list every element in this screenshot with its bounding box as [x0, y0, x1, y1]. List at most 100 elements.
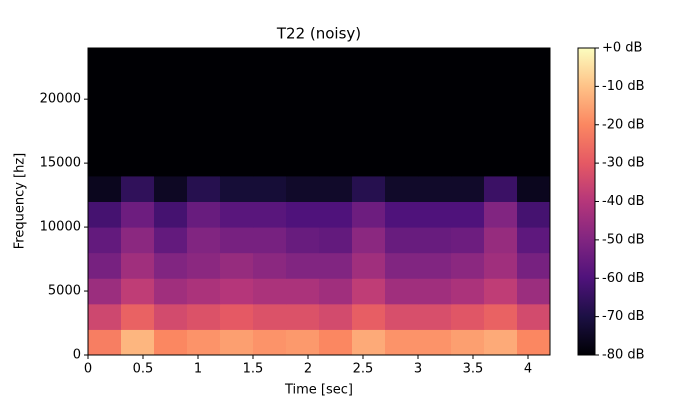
cell	[451, 73, 485, 100]
cell	[253, 150, 287, 177]
cell	[517, 73, 551, 100]
x-axis-label: Time [sec]	[284, 383, 353, 398]
cell	[484, 175, 518, 202]
cell	[121, 99, 155, 126]
cell	[385, 73, 419, 100]
cell	[418, 227, 452, 254]
cell	[451, 175, 485, 202]
cell	[154, 278, 188, 305]
cell	[352, 48, 386, 75]
cell	[88, 99, 122, 126]
cell	[286, 73, 320, 100]
cell	[154, 99, 188, 126]
colorbar-tick-label: -30 dB	[602, 156, 645, 171]
cell	[286, 124, 320, 151]
cell	[517, 150, 551, 177]
cell	[418, 124, 452, 151]
cell	[517, 48, 551, 75]
cell	[121, 124, 155, 151]
cell	[451, 201, 485, 228]
colorbar-tick-label: -40 dB	[602, 194, 645, 209]
cell	[220, 252, 254, 279]
cell	[121, 201, 155, 228]
cell	[220, 329, 254, 356]
cell	[286, 99, 320, 126]
cell	[121, 73, 155, 100]
y-tick-label: 0	[73, 348, 81, 363]
cell	[88, 124, 122, 151]
cell	[253, 252, 287, 279]
cell	[286, 201, 320, 228]
cell	[484, 73, 518, 100]
cell	[418, 150, 452, 177]
colorbar-tick-label: -10 dB	[602, 79, 645, 94]
cell	[220, 99, 254, 126]
cell	[319, 99, 353, 126]
cell	[121, 48, 155, 75]
cell	[451, 329, 485, 356]
cell	[352, 329, 386, 356]
cell	[484, 201, 518, 228]
cell	[352, 150, 386, 177]
cell	[319, 329, 353, 356]
cell	[220, 303, 254, 330]
cell	[253, 201, 287, 228]
cell	[88, 252, 122, 279]
cell	[187, 99, 221, 126]
cell	[451, 278, 485, 305]
colorbar-tick-label: +0 dB	[602, 41, 642, 56]
cell	[187, 48, 221, 75]
x-tick-label: 3	[414, 362, 422, 377]
cell	[319, 201, 353, 228]
y-tick-label: 5000	[48, 284, 81, 299]
cell	[286, 303, 320, 330]
y-tick-label: 10000	[40, 220, 81, 235]
cell	[385, 150, 419, 177]
y-axis-label: Frequency [hz]	[13, 153, 28, 250]
cell	[352, 278, 386, 305]
cell	[154, 329, 188, 356]
cell	[286, 252, 320, 279]
cell	[517, 329, 551, 356]
cell	[220, 48, 254, 75]
cell	[451, 99, 485, 126]
colorbar-tick-label: -70 dB	[602, 309, 645, 324]
cell	[418, 201, 452, 228]
x-tick-label: 0.5	[133, 362, 154, 377]
cell	[352, 99, 386, 126]
cell	[88, 73, 122, 100]
x-tick-label: 2	[304, 362, 312, 377]
y-tick-label: 20000	[40, 92, 81, 107]
cell	[484, 303, 518, 330]
cell	[484, 252, 518, 279]
cell	[286, 175, 320, 202]
cell	[187, 303, 221, 330]
cell	[451, 252, 485, 279]
cell	[418, 175, 452, 202]
cell	[187, 227, 221, 254]
y-tick-label: 15000	[40, 156, 81, 171]
cell	[187, 252, 221, 279]
colorbar-tick-label: -60 dB	[602, 271, 645, 286]
cell	[451, 48, 485, 75]
cell	[451, 227, 485, 254]
cell	[517, 175, 551, 202]
cell	[319, 175, 353, 202]
cell	[220, 175, 254, 202]
x-tick-label: 1	[194, 362, 202, 377]
cell	[154, 175, 188, 202]
cell	[385, 124, 419, 151]
cell	[253, 99, 287, 126]
cell	[517, 252, 551, 279]
chart-title: T22 (noisy)	[276, 25, 361, 43]
cell	[187, 201, 221, 228]
cell	[187, 124, 221, 151]
colorbar	[577, 47, 596, 356]
cell	[88, 303, 122, 330]
cell	[253, 124, 287, 151]
cell	[418, 99, 452, 126]
cell	[88, 150, 122, 177]
cell	[418, 252, 452, 279]
cell	[253, 73, 287, 100]
cell	[220, 227, 254, 254]
